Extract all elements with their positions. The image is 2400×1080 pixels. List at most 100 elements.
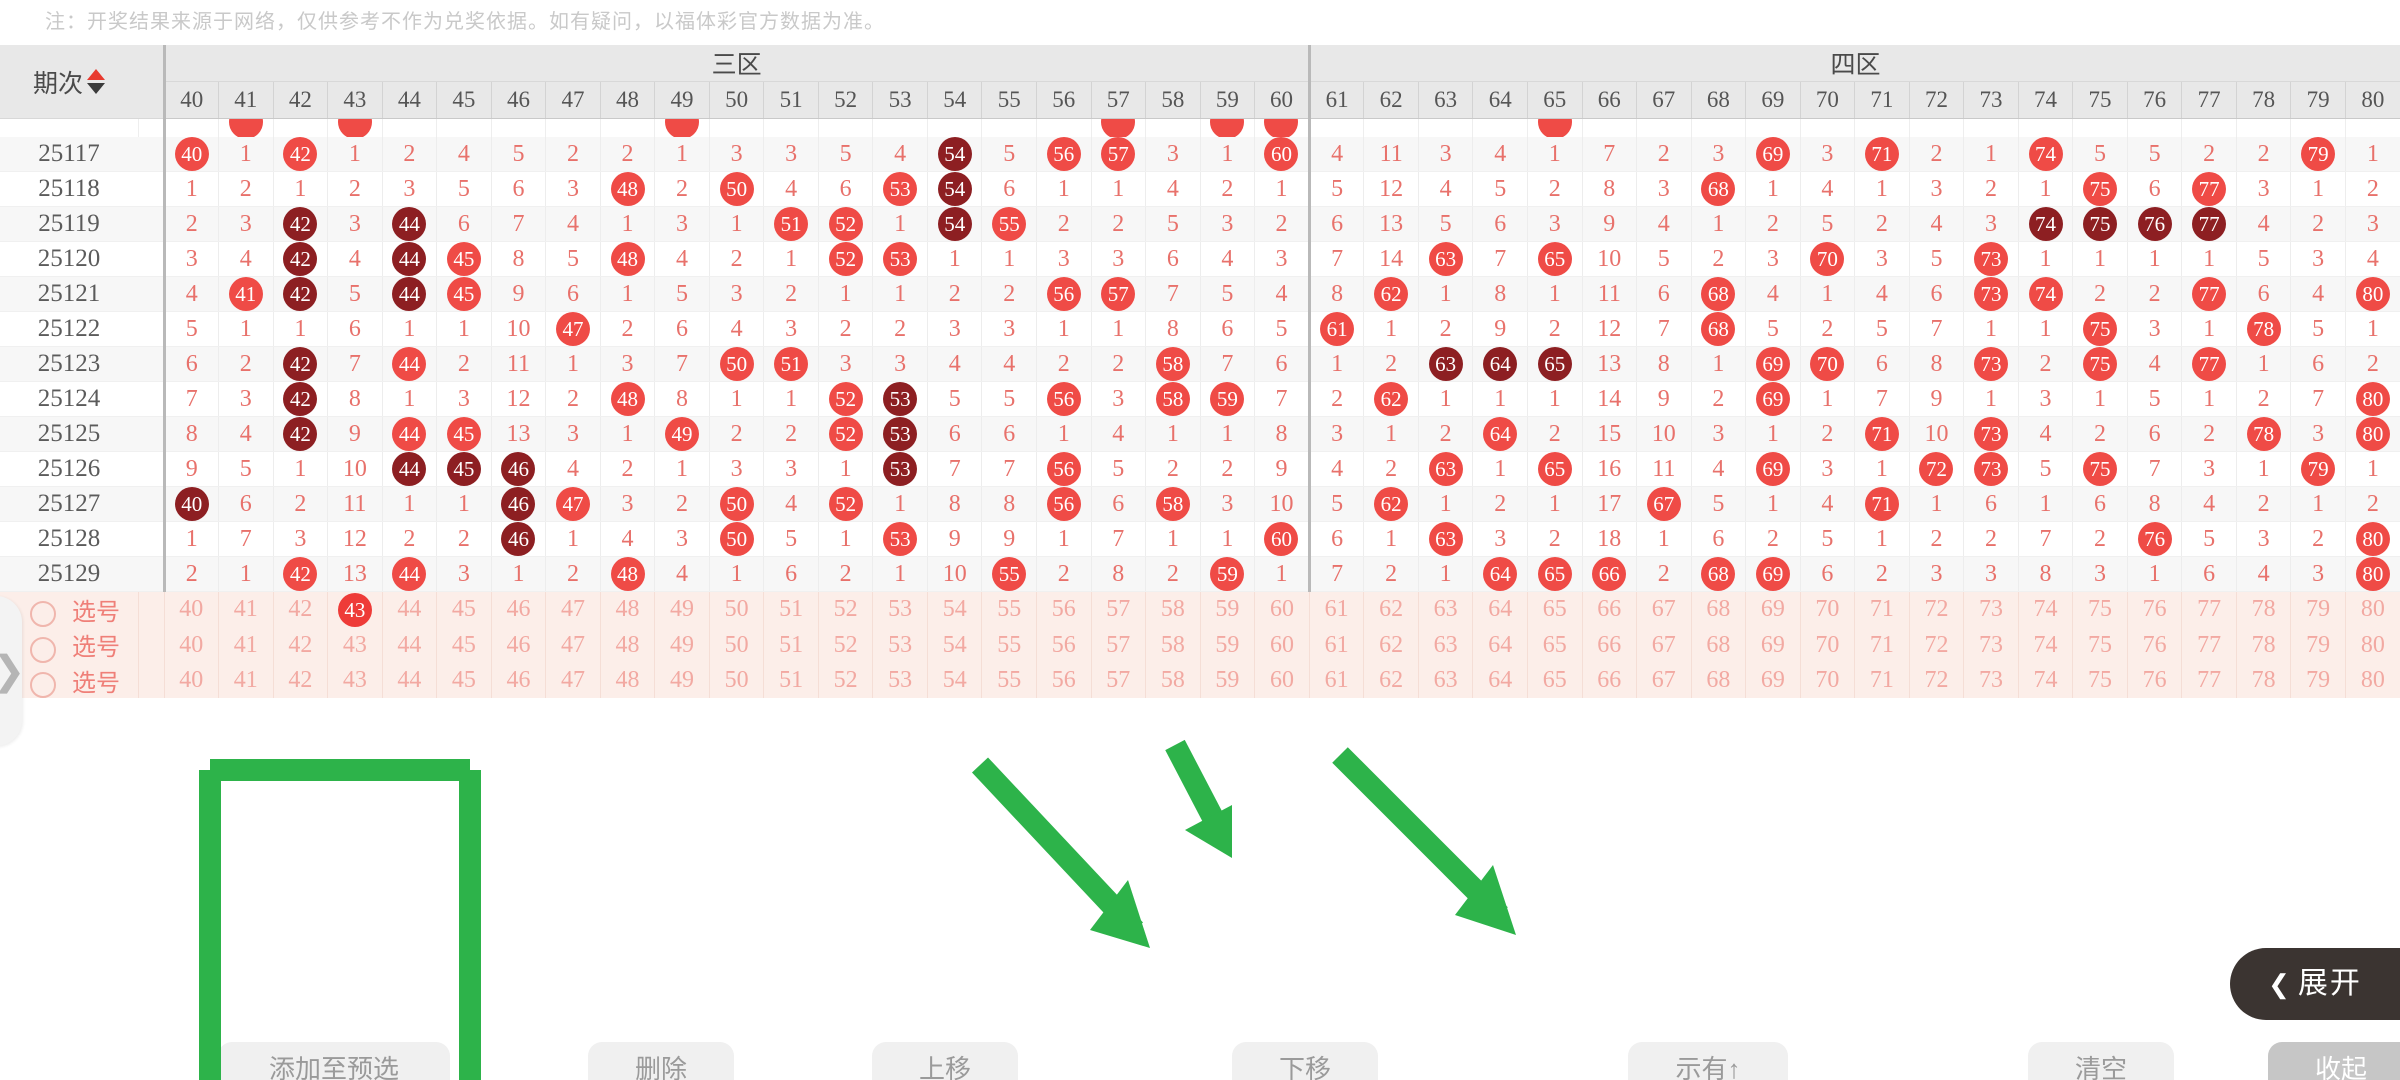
cell-79[interactable]: 79	[2290, 451, 2346, 487]
cell-80[interactable]: 80	[2345, 416, 2400, 452]
cell-58[interactable]: 6	[1145, 241, 1201, 277]
pick-cell-42[interactable]: 42	[273, 591, 329, 628]
cell-62[interactable]: 62	[1363, 381, 1419, 417]
cell-48[interactable]: 1	[600, 416, 656, 452]
cell-52[interactable]: 5	[818, 137, 874, 172]
pick-cell-40[interactable]: 40	[164, 627, 220, 663]
pick-cell-59[interactable]: 59	[1200, 591, 1256, 628]
cell-44[interactable]: 44	[382, 451, 438, 487]
pick-cell-80[interactable]: 80	[2345, 627, 2400, 663]
cell-79[interactable]: 3	[2290, 416, 2346, 452]
cell-58[interactable]: 4	[1145, 171, 1201, 207]
cell-65[interactable]: 2	[1527, 171, 1583, 207]
cell-66[interactable]: 66	[1582, 556, 1638, 592]
cell-61[interactable]: 4	[1309, 451, 1365, 487]
cell-66[interactable]: 7	[1582, 137, 1638, 172]
pick-cell-66[interactable]: 66	[1582, 591, 1638, 628]
pick-cell-80[interactable]: 80	[2345, 591, 2400, 628]
cell-58[interactable]: 5	[1145, 206, 1201, 242]
cell-65[interactable]: 65	[1527, 241, 1583, 277]
column-header-48[interactable]: 48	[600, 81, 656, 119]
cell-54[interactable]: 9	[927, 521, 983, 557]
cell-56[interactable]: 2	[1036, 556, 1092, 592]
pick-cell-75[interactable]: 75	[2072, 627, 2128, 663]
cell-58[interactable]: 1	[1145, 416, 1201, 452]
cell-52[interactable]: 2	[818, 556, 874, 592]
cell-40[interactable]: 6	[162, 346, 220, 382]
cell-65[interactable]: 1	[1527, 381, 1583, 417]
cell-78[interactable]: 78	[2236, 416, 2292, 452]
column-header-73[interactable]: 73	[1963, 81, 2019, 119]
cell-61[interactable]: 8	[1309, 276, 1365, 312]
cell-77[interactable]: 2	[2181, 137, 2237, 172]
cell-72[interactable]: 4	[1909, 206, 1965, 242]
cell-74[interactable]: 1	[2018, 486, 2074, 522]
pick-cell-69[interactable]: 69	[1745, 662, 1801, 699]
pick-row-label-cell[interactable]: 选号	[0, 627, 139, 663]
pick-cell-67[interactable]: 67	[1636, 662, 1692, 699]
cell-40[interactable]: 2	[162, 556, 220, 592]
cell-76[interactable]: 1	[2127, 556, 2183, 592]
pick-cell-73[interactable]: 73	[1963, 662, 2019, 699]
cell-63[interactable]: 63	[1418, 521, 1474, 557]
sort-arrows-icon[interactable]	[87, 69, 105, 94]
cell-61[interactable]: 7	[1309, 241, 1365, 277]
cell-64[interactable]: 7	[1472, 241, 1528, 277]
cell-63[interactable]: 1	[1418, 486, 1474, 522]
pick-cell-41[interactable]: 41	[218, 627, 274, 663]
cell-66[interactable]: 9	[1582, 206, 1638, 242]
cell-78[interactable]: 2	[2236, 381, 2292, 417]
column-header-65[interactable]: 65	[1527, 81, 1583, 119]
pick-cell-69[interactable]: 69	[1745, 591, 1801, 628]
cell-72[interactable]: 6	[1909, 276, 1965, 312]
pick-cell-50[interactable]: 50	[709, 591, 765, 628]
cell-54[interactable]: 6	[927, 416, 983, 452]
cell-55[interactable]: 6	[981, 416, 1037, 452]
cell-61[interactable]: 4	[1309, 137, 1365, 172]
cell-47[interactable]: 5	[545, 241, 601, 277]
cell-52[interactable]: 52	[818, 241, 874, 277]
cell-68[interactable]: 5	[1691, 486, 1747, 522]
pick-radio[interactable]	[30, 672, 56, 699]
cell-79[interactable]: 1	[2290, 486, 2346, 522]
cell-73[interactable]: 6	[1963, 486, 2019, 522]
cell-52[interactable]: 1	[818, 276, 874, 312]
column-header-77[interactable]: 77	[2181, 81, 2237, 119]
cell-62[interactable]: 12	[1363, 171, 1419, 207]
cell-49[interactable]: 2	[654, 171, 710, 207]
cell-80[interactable]: 1	[2345, 311, 2400, 347]
pick-cell-54[interactable]: 54	[927, 627, 983, 663]
cell-48[interactable]: 2	[600, 137, 656, 172]
cell-71[interactable]: 71	[1854, 416, 1910, 452]
column-header-56[interactable]: 56	[1036, 81, 1092, 119]
cell-52[interactable]: 52	[818, 486, 874, 522]
pick-cell-57[interactable]: 57	[1091, 662, 1147, 699]
cell-43[interactable]: 9	[327, 416, 383, 452]
cell-48[interactable]: 48	[600, 381, 656, 417]
cell-60[interactable]: 1	[1254, 556, 1311, 592]
pick-cell-80[interactable]: 80	[2345, 662, 2400, 699]
cell-40[interactable]: 3	[162, 241, 220, 277]
cell-42[interactable]: 1	[273, 451, 329, 487]
column-header-69[interactable]: 69	[1745, 81, 1801, 119]
cell-55[interactable]: 5	[981, 381, 1037, 417]
cell-64[interactable]: 64	[1472, 556, 1528, 592]
cell-56[interactable]: 3	[1036, 241, 1092, 277]
cell-58[interactable]: 58	[1145, 346, 1201, 382]
cell-57[interactable]: 8	[1091, 556, 1147, 592]
cell-61[interactable]: 5	[1309, 486, 1365, 522]
cell-57[interactable]: 6	[1091, 486, 1147, 522]
cell-56[interactable]: 56	[1036, 451, 1092, 487]
cell-73[interactable]: 3	[1963, 556, 2019, 592]
cell-69[interactable]: 1	[1745, 486, 1801, 522]
cell-40[interactable]: 9	[162, 451, 220, 487]
cell-74[interactable]: 74	[2018, 137, 2074, 172]
pick-cell-76[interactable]: 76	[2127, 627, 2183, 663]
cell-52[interactable]: 2	[818, 311, 874, 347]
column-header-47[interactable]: 47	[545, 81, 601, 119]
pick-cell-71[interactable]: 71	[1854, 662, 1910, 699]
cell-44[interactable]: 1	[382, 381, 438, 417]
cell-50[interactable]: 1	[709, 381, 765, 417]
cell-75[interactable]: 1	[2072, 381, 2128, 417]
cell-79[interactable]: 3	[2290, 241, 2346, 277]
